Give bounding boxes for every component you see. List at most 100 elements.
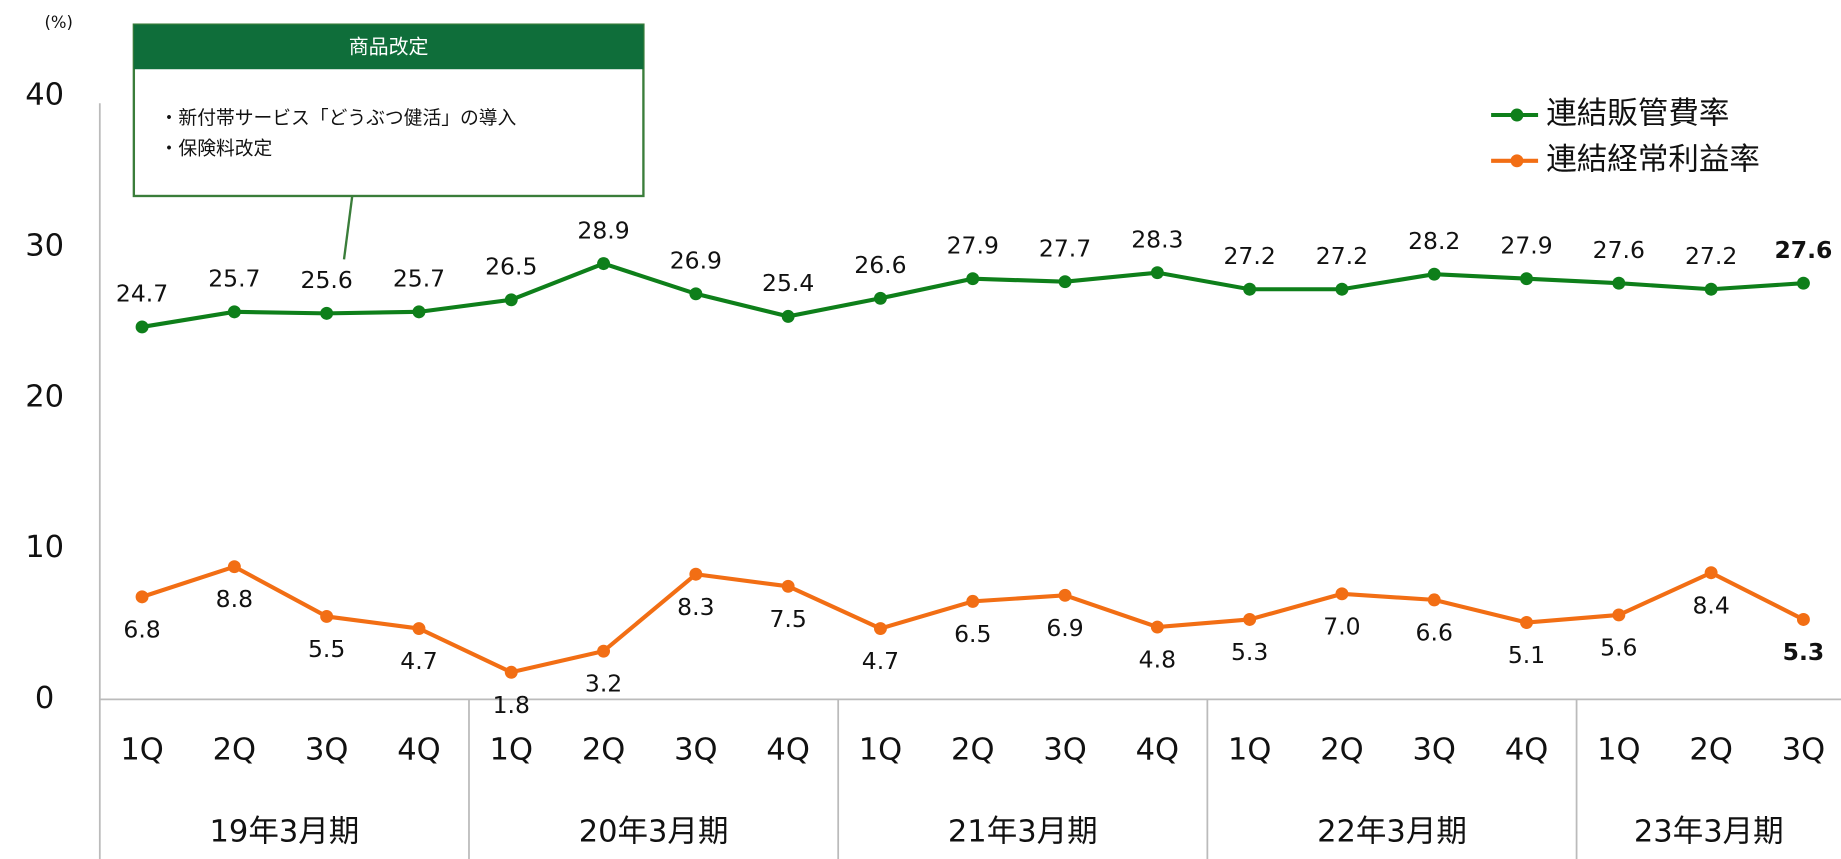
x-tick-label: 2Q <box>213 733 256 768</box>
data-label: 5.3 <box>1783 638 1825 666</box>
x-tick-label: 3Q <box>674 733 717 768</box>
data-label: 25.6 <box>301 266 353 294</box>
x-tick-label: 2Q <box>582 733 625 768</box>
annotation-line: ・新付帯サービス「どうぶつ健活」の導入 <box>160 107 517 129</box>
group-label: 23年3月期 <box>1634 815 1784 850</box>
data-label: 24.7 <box>116 280 168 308</box>
data-label: 4.8 <box>1139 646 1176 674</box>
data-label: 5.1 <box>1508 641 1545 669</box>
x-tick-label: 1Q <box>1228 733 1271 768</box>
x-tick-label: 1Q <box>859 733 902 768</box>
data-point <box>1150 620 1164 634</box>
y-tick-label: 20 <box>25 379 64 414</box>
data-point <box>1427 593 1441 607</box>
data-point <box>781 579 795 593</box>
x-tick-label: 1Q <box>120 733 163 768</box>
data-point <box>873 622 887 635</box>
data-point <box>135 320 149 334</box>
data-label: 25.7 <box>208 265 260 293</box>
data-label: 8.3 <box>677 593 714 621</box>
y-tick-label: 0 <box>35 681 54 716</box>
group-label: 19年3月期 <box>210 815 360 850</box>
data-point <box>689 287 703 301</box>
data-point <box>966 272 980 286</box>
data-label: 27.9 <box>1500 232 1552 260</box>
x-tick-label: 4Q <box>766 733 809 768</box>
annotation-title: 商品改定 <box>349 35 429 59</box>
data-label: 25.4 <box>762 269 814 297</box>
data-label: 7.5 <box>769 605 806 633</box>
group-label: 20年3月期 <box>579 815 729 850</box>
x-tick-label: 1Q <box>1597 733 1640 768</box>
legend-marker <box>1510 154 1524 168</box>
data-point <box>412 622 426 635</box>
y-tick-label: 10 <box>25 530 64 565</box>
data-label: 5.5 <box>308 635 345 663</box>
data-label: 1.8 <box>493 691 530 719</box>
data-point <box>320 610 334 623</box>
data-point <box>1243 613 1257 626</box>
y-tick-label: 30 <box>25 229 64 264</box>
data-label: 6.6 <box>1416 618 1453 646</box>
data-label: 8.4 <box>1692 591 1729 619</box>
data-label: 8.8 <box>216 585 253 613</box>
data-point <box>597 644 611 658</box>
data-point <box>1150 266 1164 280</box>
x-tick-label: 4Q <box>397 733 440 768</box>
data-point <box>320 306 334 320</box>
data-point <box>135 590 149 604</box>
data-label: 27.7 <box>1039 235 1091 263</box>
data-point <box>873 291 887 305</box>
x-tick-label: 3Q <box>1043 733 1086 768</box>
data-point <box>1612 608 1626 622</box>
data-point <box>1427 267 1441 281</box>
data-label: 6.5 <box>954 620 991 648</box>
data-label: 6.8 <box>123 615 160 643</box>
y-tick-label: 40 <box>25 78 64 113</box>
data-point <box>1520 272 1533 286</box>
data-label: 26.9 <box>670 247 722 275</box>
x-tick-label: 2Q <box>951 733 994 768</box>
data-label: 25.7 <box>393 265 445 293</box>
data-point <box>1612 276 1626 290</box>
data-point <box>1520 616 1533 629</box>
data-label: 26.6 <box>854 251 906 279</box>
data-label: 5.3 <box>1231 638 1268 666</box>
annotation-header <box>133 24 644 70</box>
data-label: 7.0 <box>1323 612 1360 640</box>
x-tick-label: 4Q <box>1505 733 1548 768</box>
data-point <box>1335 587 1349 601</box>
data-point <box>1796 613 1810 626</box>
data-label: 27.6 <box>1774 236 1832 264</box>
legend-label: 連結経常利益率 <box>1546 142 1760 177</box>
x-tick-label: 2Q <box>1689 733 1732 768</box>
annotation-line: ・保険料改定 <box>160 138 273 160</box>
data-point <box>781 309 795 323</box>
x-tick-label: 3Q <box>1782 733 1825 768</box>
data-label: 28.3 <box>1131 225 1183 253</box>
data-point <box>412 305 426 319</box>
data-label: 4.7 <box>862 647 899 675</box>
data-label: 6.9 <box>1046 614 1083 642</box>
data-label: 27.2 <box>1224 242 1276 270</box>
data-point <box>1335 282 1349 296</box>
data-label: 28.9 <box>577 216 629 244</box>
data-point <box>504 293 518 307</box>
data-label: 3.2 <box>585 670 622 698</box>
data-point <box>227 560 241 574</box>
data-point <box>597 257 611 271</box>
data-point <box>1058 588 1072 602</box>
data-point <box>1058 275 1072 289</box>
unit-label: (%) <box>44 13 72 32</box>
data-point <box>966 594 980 608</box>
x-tick-label: 4Q <box>1136 733 1179 768</box>
legend-marker <box>1510 108 1524 122</box>
legend-label: 連結販管費率 <box>1546 97 1729 132</box>
data-point <box>1796 276 1810 290</box>
group-label: 22年3月期 <box>1317 815 1467 850</box>
data-point <box>689 567 703 581</box>
data-point <box>1704 282 1718 296</box>
data-label: 5.6 <box>1600 633 1637 661</box>
annotation: 商品改定 ・新付帯サービス「どうぶつ健活」の導入 ・保険料改定 <box>132 23 645 260</box>
